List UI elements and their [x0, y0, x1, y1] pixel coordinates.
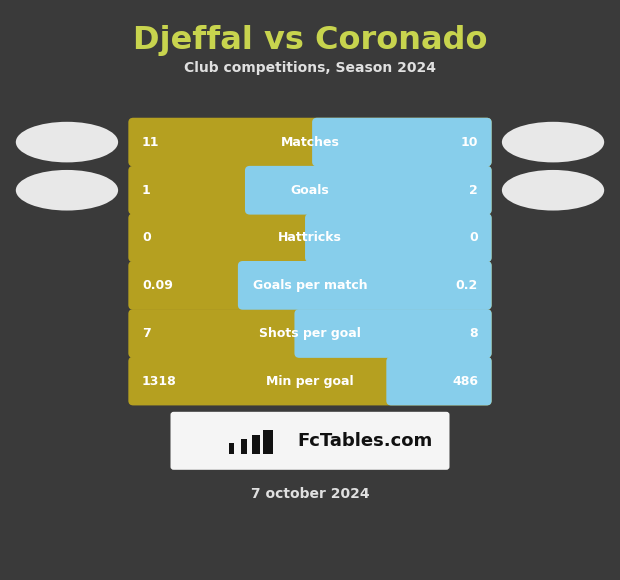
Text: 0: 0 — [142, 231, 151, 244]
FancyBboxPatch shape — [128, 309, 492, 358]
FancyBboxPatch shape — [170, 412, 450, 470]
Text: 7 october 2024: 7 october 2024 — [250, 487, 370, 501]
FancyBboxPatch shape — [312, 118, 492, 166]
Text: Goals: Goals — [291, 184, 329, 197]
Bar — [263, 430, 273, 454]
Text: 0: 0 — [469, 231, 478, 244]
FancyBboxPatch shape — [128, 166, 492, 215]
Text: FcTables.com: FcTables.com — [298, 432, 433, 450]
Bar — [299, 314, 311, 353]
Text: 0.09: 0.09 — [142, 279, 173, 292]
Bar — [241, 439, 247, 454]
Text: Hattricks: Hattricks — [278, 231, 342, 244]
Bar — [391, 361, 402, 401]
Bar — [229, 443, 234, 454]
FancyBboxPatch shape — [128, 357, 492, 405]
Ellipse shape — [16, 122, 118, 162]
Text: Djeffal vs Coronado: Djeffal vs Coronado — [133, 25, 487, 56]
Bar — [250, 171, 261, 210]
Text: 1318: 1318 — [142, 375, 177, 387]
Bar — [317, 122, 328, 162]
Bar — [310, 218, 321, 258]
Text: Goals per match: Goals per match — [253, 279, 367, 292]
FancyBboxPatch shape — [305, 213, 492, 262]
Ellipse shape — [16, 170, 118, 211]
Text: 2: 2 — [469, 184, 478, 197]
Text: Club competitions, Season 2024: Club competitions, Season 2024 — [184, 61, 436, 75]
Bar — [252, 435, 260, 454]
Text: Matches: Matches — [281, 136, 339, 148]
Text: Shots per goal: Shots per goal — [259, 327, 361, 340]
Text: 10: 10 — [461, 136, 478, 148]
FancyBboxPatch shape — [128, 261, 492, 310]
Text: Min per goal: Min per goal — [266, 375, 354, 387]
Text: 7: 7 — [142, 327, 151, 340]
Text: 1: 1 — [142, 184, 151, 197]
Text: 11: 11 — [142, 136, 159, 148]
FancyBboxPatch shape — [386, 357, 492, 405]
Text: 8: 8 — [469, 327, 478, 340]
Bar — [243, 266, 254, 305]
FancyBboxPatch shape — [128, 213, 492, 262]
FancyBboxPatch shape — [294, 309, 492, 358]
Text: 0.2: 0.2 — [456, 279, 478, 292]
Ellipse shape — [502, 170, 604, 211]
FancyBboxPatch shape — [245, 166, 492, 215]
Text: 486: 486 — [452, 375, 478, 387]
FancyBboxPatch shape — [238, 261, 492, 310]
FancyBboxPatch shape — [128, 118, 492, 166]
Ellipse shape — [502, 122, 604, 162]
